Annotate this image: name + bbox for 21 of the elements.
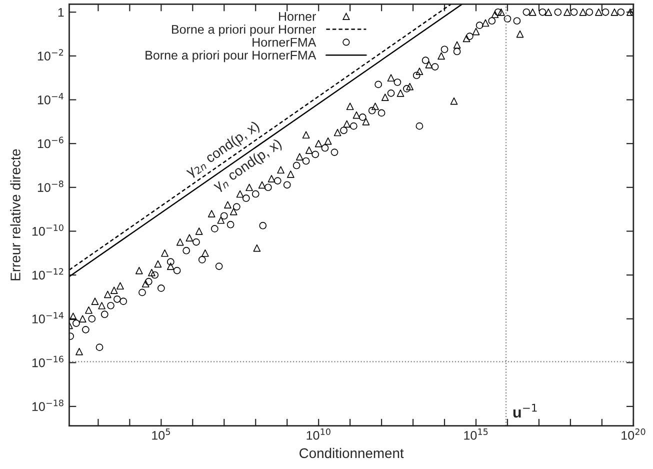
legend-label: Borne a priori pour HornerFMA (146, 50, 316, 62)
y-tick-label: 10$^{−10}$ (32, 224, 64, 236)
y-tick-label: 10$^{−18}$ (32, 400, 64, 411)
y-tick-label: 10$^{−8}$ (38, 180, 64, 192)
y-tick-label: 10$^{−2}$ (38, 49, 64, 61)
x-tick-label: 10$^{10}$ (306, 428, 330, 440)
x-tick-label: 10$^{15}$ (464, 428, 488, 440)
legend-label: HornerFMA (252, 38, 316, 47)
y-axis-title: Erreur relative directe (10, 149, 20, 280)
legend-label: Borne a priori pour Horner (172, 24, 316, 36)
y-tick-label: 10$^{−16}$ (32, 356, 64, 368)
y-tick-label: 10$^{−4}$ (38, 93, 64, 104)
y-tick-label: 10$^{−12}$ (32, 268, 64, 280)
y-tick-label: 10$^{−6}$ (38, 136, 64, 148)
ref-line-label: u$^{−1}$ (513, 404, 537, 418)
legend-label: Horner (279, 12, 316, 21)
x-axis-title: Conditionnement (300, 448, 404, 458)
y-tick-label: 10$^{−14}$ (32, 312, 64, 324)
y-tick-label: 1 (58, 8, 64, 17)
x-tick-label: 10$^{5}$ (152, 428, 170, 440)
x-tick-label: 10$^{20}$ (622, 428, 646, 440)
